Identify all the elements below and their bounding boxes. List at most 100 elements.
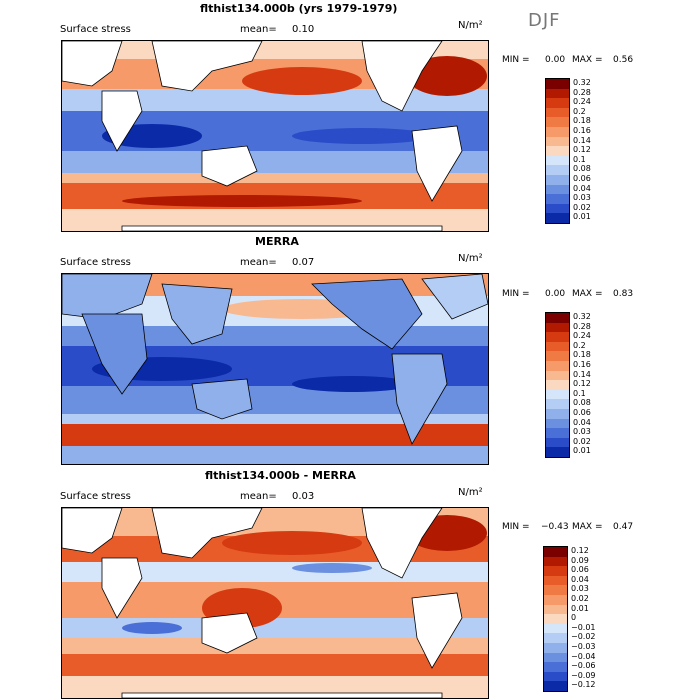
panel-2-map <box>61 273 489 465</box>
colorbar-level-label: 0 <box>571 613 577 623</box>
colorbar-level-label: 0.06 <box>573 173 591 183</box>
colorbar-level-label: 0.28 <box>573 321 591 331</box>
panel-1-colorbar-labels: 0.32 0.28 0.24 0.2 0.18 0.16 0.14 0.12 0.1 0.08 0.… <box>573 78 591 222</box>
colorbar-level-label: 0.32 <box>573 78 591 87</box>
colorbar-swatch <box>544 556 567 567</box>
panel-2-min-label: MIN = <box>502 289 530 299</box>
colorbar-swatch <box>546 88 569 99</box>
colorbar-swatch <box>546 203 569 214</box>
colorbar-level-label: 0.04 <box>573 183 591 193</box>
panel-3-min-label: MIN = <box>502 522 530 532</box>
colorbar-swatch <box>546 389 569 400</box>
panel-2-min-value: 0.00 <box>545 289 566 299</box>
panel-1-map <box>61 40 489 232</box>
panel-1-units: N/m² <box>458 20 483 31</box>
panel-3-units: N/m² <box>458 487 483 498</box>
colorbar-swatch <box>544 623 567 634</box>
colorbar-swatch <box>544 633 567 643</box>
panel-1-min-label: MIN = <box>502 55 530 65</box>
colorbar-level-label: 0.24 <box>573 97 591 107</box>
panel-3-mean-value: 0.03 <box>292 491 315 502</box>
panel-2-colorbar-swatches <box>545 312 570 458</box>
colorbar-swatch <box>546 136 569 147</box>
colorbar-level-label: 0.14 <box>573 369 591 379</box>
colorbar-swatch <box>546 399 569 409</box>
colorbar-swatch <box>544 681 567 691</box>
colorbar-level-label: −0.09 <box>571 670 596 680</box>
colorbar-level-label: 0.08 <box>573 398 591 408</box>
colorbar-swatch <box>546 351 569 361</box>
panel-1-mean-value: 0.10 <box>292 24 315 35</box>
colorbar-swatch <box>546 332 569 342</box>
colorbar-swatch <box>546 322 569 333</box>
colorbar-swatch <box>546 418 569 429</box>
colorbar-level-label: 0.08 <box>573 164 591 174</box>
colorbar-level-label: −0.01 <box>571 622 596 632</box>
colorbar-level-label: 0.03 <box>573 427 591 437</box>
colorbar-level-label: 0.02 <box>573 436 591 446</box>
colorbar-swatch <box>546 155 569 166</box>
colorbar-swatch <box>544 594 567 605</box>
colorbar-swatch <box>546 146 569 156</box>
colorbar-swatch <box>546 98 569 108</box>
colorbar-level-label: 0.18 <box>573 350 591 360</box>
colorbar-swatch <box>544 671 567 682</box>
colorbar-level-label: 0.03 <box>571 584 589 594</box>
panel-2-max-label: MAX = <box>572 289 603 299</box>
colorbar-level-label: 0.03 <box>573 193 591 203</box>
season-label: DJF <box>528 10 561 31</box>
panel-3-title: flthist134.000b - MERRA <box>205 469 356 482</box>
colorbar-swatch <box>544 604 567 615</box>
colorbar-level-label: −0.03 <box>571 641 596 651</box>
colorbar-swatch <box>544 575 567 586</box>
panel-2-title: MERRA <box>255 235 299 248</box>
colorbar-level-label: −0.04 <box>571 651 596 661</box>
panel-1-max-label: MAX = <box>572 55 603 65</box>
colorbar-level-label: 0.01 <box>573 212 591 222</box>
panel-3-max-value: 0.47 <box>613 522 634 532</box>
panel-2-units: N/m² <box>458 253 483 264</box>
colorbar-level-label: 0.18 <box>573 116 591 126</box>
panel-2-mean-value: 0.07 <box>292 257 315 268</box>
colorbar-swatch <box>546 184 569 195</box>
colorbar-level-label: 0.09 <box>571 555 589 565</box>
colorbar-level-label: 0.02 <box>573 202 591 212</box>
panel-3-max-label: MAX = <box>572 522 603 532</box>
colorbar-level-label: 0.2 <box>573 340 586 350</box>
colorbar-level-label: 0.1 <box>573 388 586 398</box>
colorbar-swatch <box>546 117 569 127</box>
colorbar-level-label: 0.2 <box>573 106 586 116</box>
colorbar-swatch <box>546 437 569 448</box>
panel-2-variable: Surface stress <box>60 257 131 268</box>
colorbar-swatch <box>546 428 569 438</box>
colorbar-level-label: 0.02 <box>571 593 589 603</box>
colorbar-level-label: 0.16 <box>573 125 591 135</box>
colorbar-level-label: 0.16 <box>573 359 591 369</box>
panel-3-colorbar-swatches <box>543 546 568 692</box>
colorbar-level-label: 0.04 <box>573 417 591 427</box>
colorbar-level-label: −0.06 <box>571 661 596 671</box>
panel-1-mean-label: mean= <box>240 24 277 35</box>
colorbar-swatch <box>544 652 567 663</box>
colorbar-level-label: 0.01 <box>571 603 589 613</box>
colorbar-swatch <box>544 642 567 653</box>
colorbar-level-label: −0.12 <box>571 680 596 690</box>
colorbar-level-label: 0.1 <box>573 154 586 164</box>
colorbar-swatch <box>546 313 569 323</box>
colorbar-level-label: 0.12 <box>573 145 591 155</box>
colorbar-level-label: 0.06 <box>571 565 589 575</box>
colorbar-swatch <box>546 360 569 371</box>
colorbar-swatch <box>546 408 569 419</box>
colorbar-swatch <box>546 174 569 185</box>
panel-3-min-value: −0.43 <box>541 522 569 532</box>
colorbar-swatch <box>546 213 569 223</box>
panel-2-mean-label: mean= <box>240 257 277 268</box>
colorbar-level-label: 0.14 <box>573 135 591 145</box>
colorbar-swatch <box>544 547 567 557</box>
colorbar-swatch <box>546 370 569 381</box>
colorbar-swatch <box>546 107 569 118</box>
colorbar-swatch <box>546 165 569 175</box>
panel-3-mean-label: mean= <box>240 491 277 502</box>
panel-3-map <box>61 507 489 699</box>
colorbar-swatch <box>546 194 569 204</box>
